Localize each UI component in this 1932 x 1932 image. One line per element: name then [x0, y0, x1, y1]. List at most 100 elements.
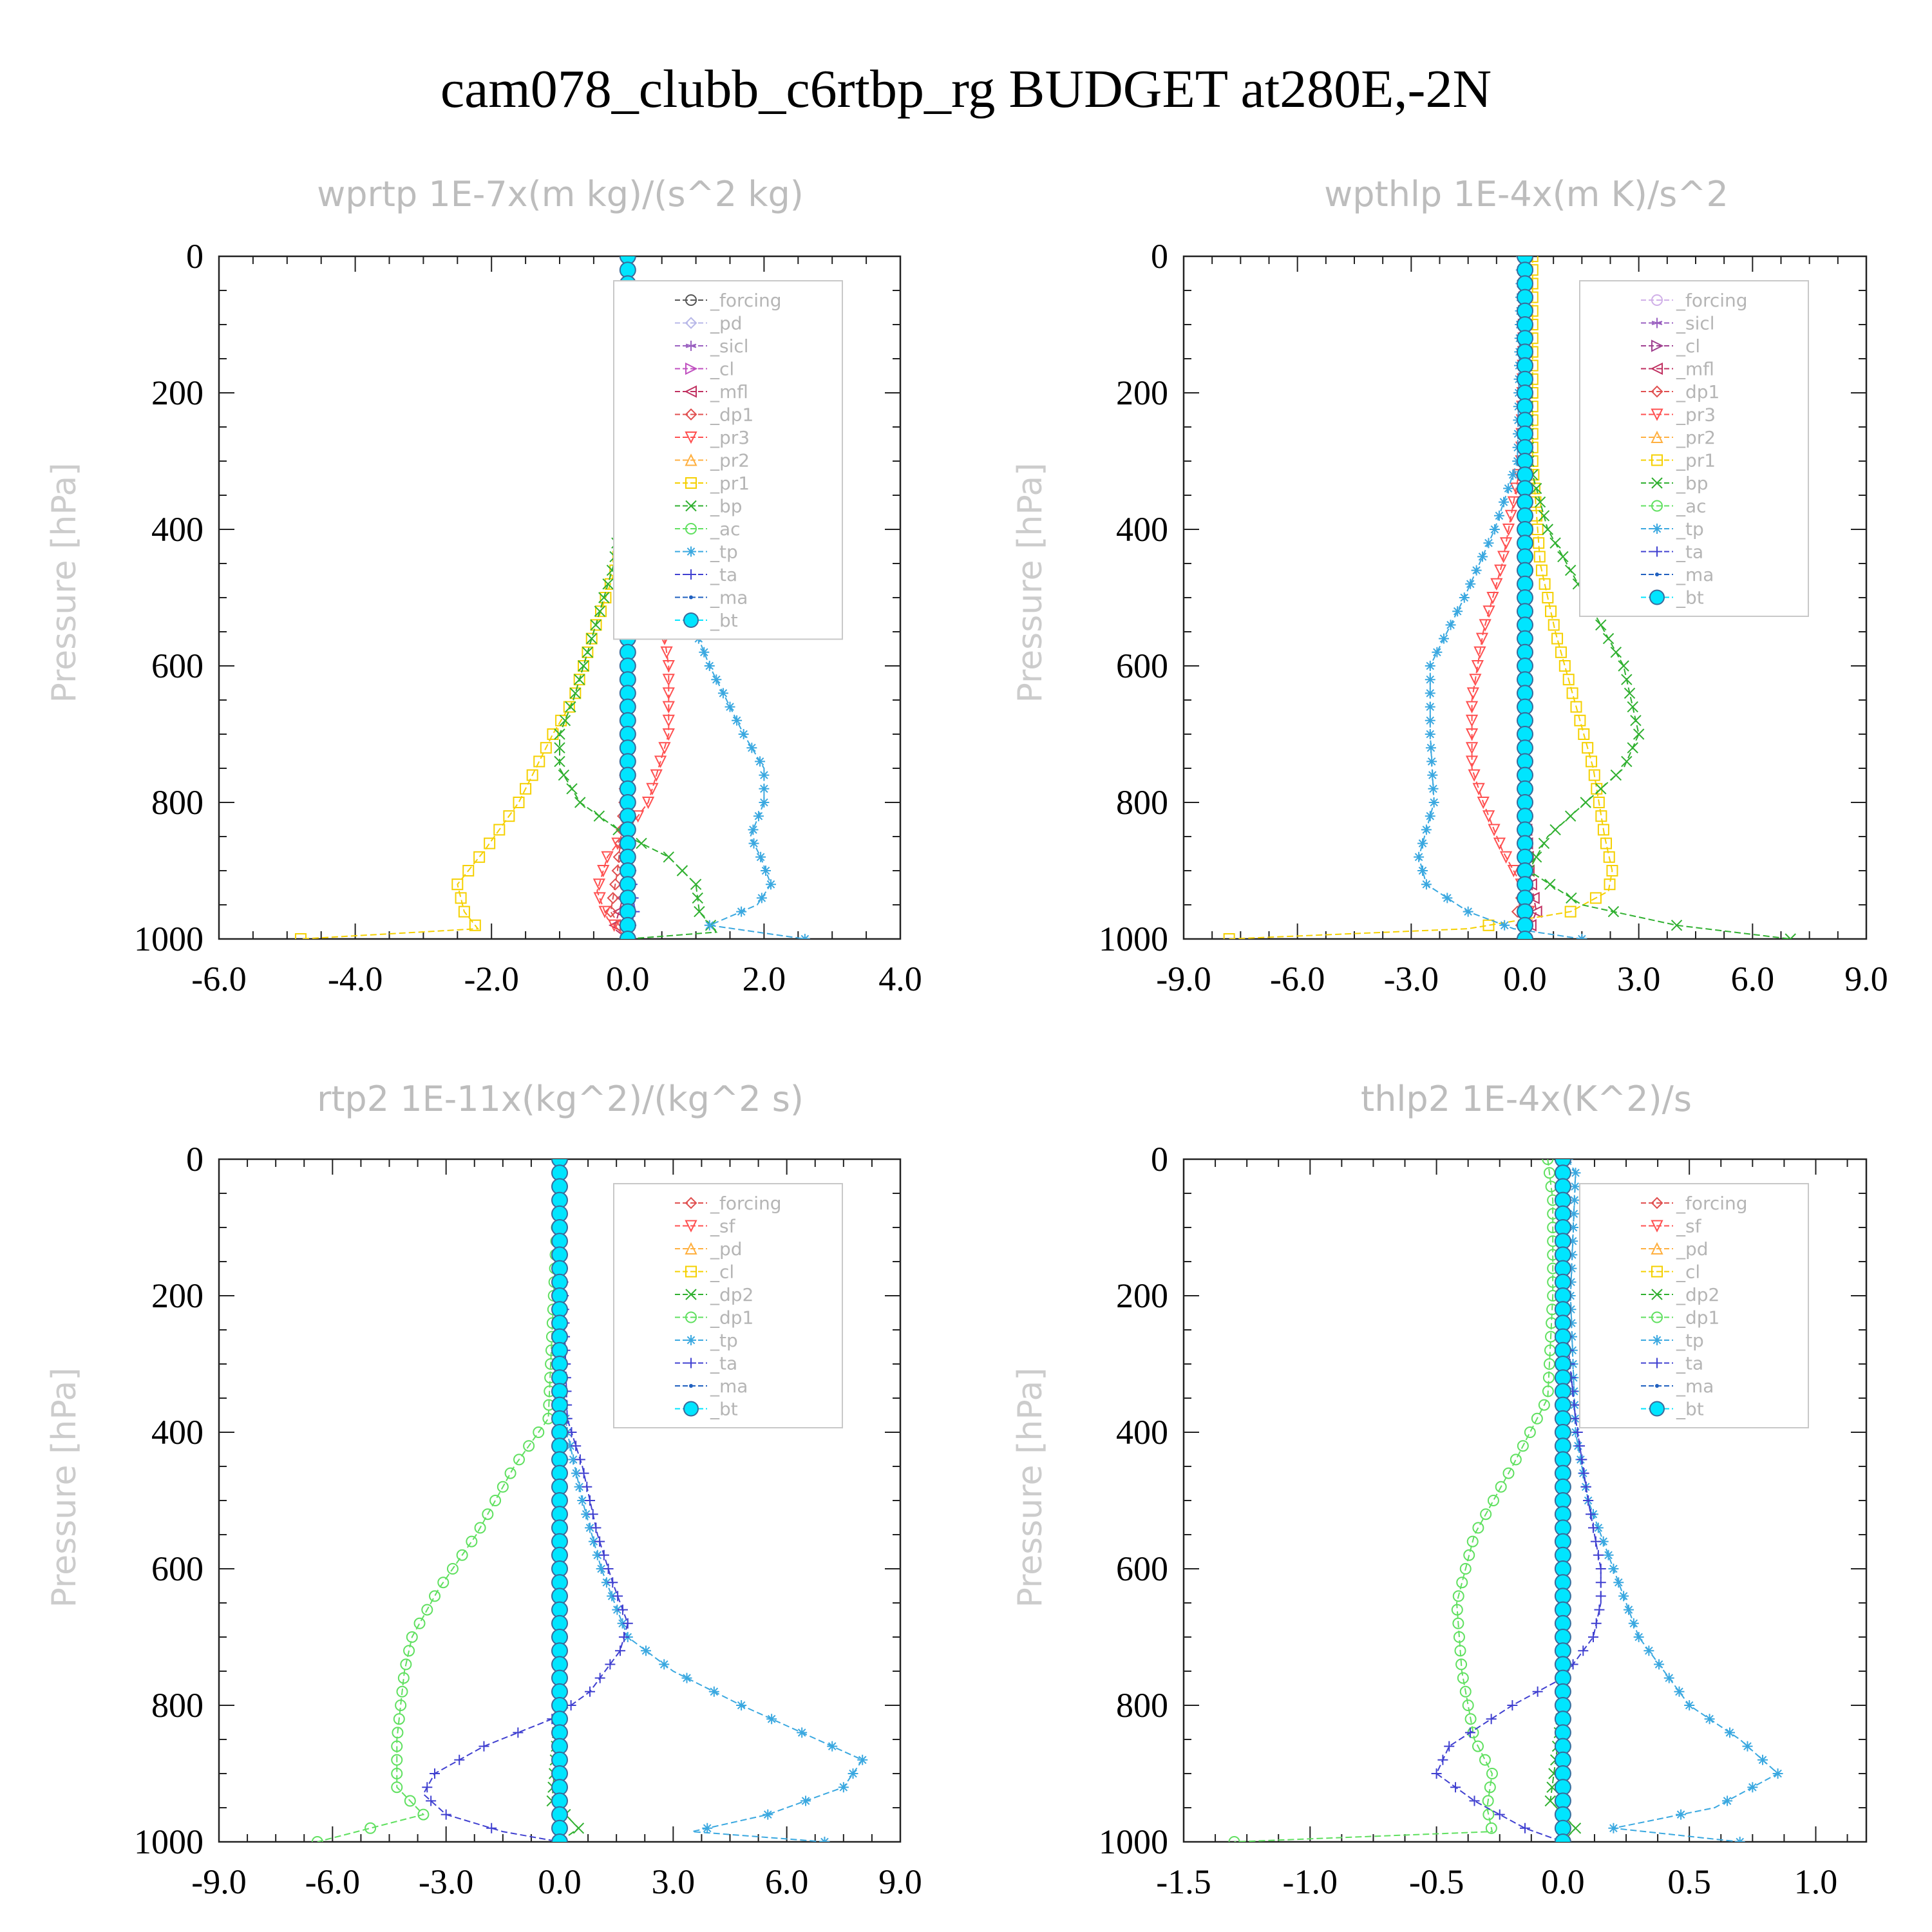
y-tick-label: 0: [1151, 237, 1168, 276]
series-marker: [1421, 879, 1432, 890]
series-marker: [662, 660, 675, 673]
series-marker: [857, 1754, 868, 1765]
series-marker: [1564, 905, 1577, 918]
series-marker: [1502, 524, 1515, 536]
series-marker: [1570, 1168, 1581, 1179]
series-marker: [1583, 1495, 1594, 1506]
series-marker: [604, 905, 617, 918]
legend-label: _pr1: [1676, 450, 1716, 471]
series-marker: [1482, 810, 1495, 823]
y-tick-label: 400: [1116, 1413, 1168, 1452]
series-marker: [585, 1495, 596, 1506]
legend-label: _ma: [710, 587, 748, 609]
legend-marker: [685, 523, 697, 535]
series-marker: [1588, 769, 1600, 781]
series-marker: [1621, 674, 1633, 685]
series-marker: [469, 919, 481, 931]
series-marker: [1465, 714, 1479, 728]
series-marker: [555, 714, 567, 726]
series-marker: [755, 756, 766, 767]
series-marker: [1602, 632, 1615, 645]
series-marker: [1223, 933, 1235, 939]
series-marker: [1551, 632, 1564, 645]
series-marker: [1507, 1700, 1518, 1710]
series-marker: [1459, 1563, 1472, 1575]
series-marker: [704, 661, 715, 671]
series-marker: [602, 578, 614, 590]
x-tick-label: 0.5: [1667, 1862, 1711, 1901]
series-marker: [1575, 1441, 1586, 1452]
series-marker: [458, 905, 470, 918]
series-marker: [1566, 1318, 1577, 1329]
series-marker: [1578, 728, 1590, 740]
y-tick-label: 1000: [134, 1823, 204, 1861]
legend-marker: [686, 569, 696, 580]
series-marker: [1557, 551, 1569, 563]
series-marker: [1545, 605, 1557, 618]
series-marker: [699, 647, 710, 658]
series-marker: [1520, 1823, 1530, 1833]
legend-label: _pr2: [710, 450, 750, 471]
series-marker: [1428, 797, 1439, 808]
series-line: [1418, 256, 1582, 939]
series-marker: [1595, 783, 1607, 795]
series-marker: [504, 1467, 516, 1479]
series-marker: [513, 1454, 526, 1466]
series-marker: [746, 743, 757, 753]
series-marker: [578, 1468, 589, 1479]
series-marker: [391, 1768, 403, 1779]
legend-wprtp: _forcing_pd_sicl_cl_mfl_dp1_pr3_pr2_pr1_…: [613, 280, 843, 640]
series-marker: [1595, 1577, 1606, 1588]
legend-label: _cl: [1676, 1262, 1700, 1283]
series-marker: [1594, 1604, 1605, 1615]
series-marker: [1426, 756, 1437, 767]
series_bt: [1517, 256, 1533, 939]
series-marker: [1578, 1645, 1589, 1656]
series-marker: [1457, 1672, 1469, 1684]
series-marker: [1722, 1795, 1733, 1806]
legend-marker: [685, 362, 698, 375]
series-marker: [1425, 701, 1435, 712]
series-marker: [694, 905, 705, 918]
series-marker: [582, 1481, 592, 1492]
series-marker: [1589, 892, 1602, 904]
series-marker: [617, 1618, 628, 1629]
series-marker: [391, 1781, 403, 1794]
series-marker: [1472, 1522, 1484, 1534]
series-marker: [1538, 510, 1550, 522]
legend-label: _forcing: [1676, 290, 1748, 311]
legend-label: _pr3: [710, 427, 750, 448]
series-marker: [1499, 920, 1510, 931]
legend-marker: [1651, 500, 1663, 512]
series-marker: [1608, 1564, 1619, 1574]
series-marker: [1425, 715, 1435, 726]
series-marker: [1453, 1631, 1465, 1643]
legend-label: _dp1: [1676, 1307, 1719, 1329]
series-marker: [753, 811, 764, 822]
series-marker: [1569, 1195, 1580, 1206]
legend-marker: [1651, 454, 1663, 466]
x-tick-label: -9.0: [1156, 960, 1211, 998]
series-marker: [1464, 1727, 1475, 1738]
legend-marker: [685, 453, 697, 466]
legend-label: _ta: [710, 564, 737, 585]
legend-marker: [685, 477, 697, 489]
series-marker: [590, 619, 602, 631]
legend-label: _ac: [710, 518, 741, 540]
series-marker: [478, 1741, 489, 1752]
legend-marker: [685, 500, 697, 512]
series-marker: [587, 1509, 598, 1520]
series-marker: [1610, 769, 1622, 781]
y-tick-label: 800: [1116, 783, 1168, 822]
series-marker: [1542, 1385, 1554, 1397]
series-marker: [1486, 592, 1499, 605]
series-marker: [571, 1441, 582, 1452]
series-marker: [1747, 1782, 1758, 1793]
series-marker: [1531, 1412, 1543, 1425]
series-marker: [594, 1672, 605, 1683]
legend-label: _forcing: [1676, 1193, 1748, 1214]
series-marker: [1613, 1577, 1624, 1588]
y-tick-label: 400: [1116, 510, 1168, 549]
series-marker: [1425, 729, 1435, 739]
